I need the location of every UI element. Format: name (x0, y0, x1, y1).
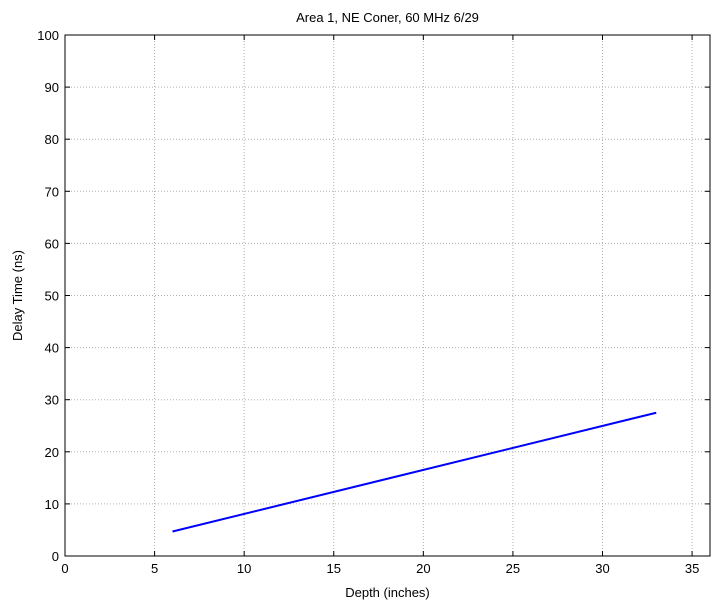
x-tick-label: 10 (237, 561, 251, 576)
axis-ticks: 0 5 10 15 20 25 30 35 0 10 20 30 40 50 60 70 80 90 100 (37, 28, 710, 576)
series-line (172, 411, 657, 533)
x-tick-label: 15 (327, 561, 341, 576)
y-tick-label: 70 (45, 184, 59, 199)
y-tick-label: 90 (45, 80, 59, 95)
y-axis-label: Delay Time (ns) (10, 250, 25, 341)
x-tick-label: 20 (416, 561, 430, 576)
y-tick-label: 100 (37, 28, 59, 43)
x-tick-label: 35 (685, 561, 699, 576)
grid (65, 35, 710, 556)
y-tick-label: 30 (45, 393, 59, 408)
x-tick-label: 30 (595, 561, 609, 576)
x-axis-label: Depth (inches) (345, 585, 430, 600)
y-tick-label: 20 (45, 445, 59, 460)
chart-title: Area 1, NE Coner, 60 MHz 6/29 (296, 10, 479, 25)
y-tick-label: 80 (45, 132, 59, 147)
x-tick-label: 5 (151, 561, 158, 576)
y-tick-label: 10 (45, 497, 59, 512)
x-tick-label: 25 (506, 561, 520, 576)
y-tick-label: 50 (45, 289, 59, 304)
y-tick-label: 40 (45, 341, 59, 356)
x-tick-label: 0 (61, 561, 68, 576)
series-layer (172, 411, 657, 533)
y-tick-label: 0 (52, 549, 59, 564)
y-tick-label: 60 (45, 236, 59, 251)
